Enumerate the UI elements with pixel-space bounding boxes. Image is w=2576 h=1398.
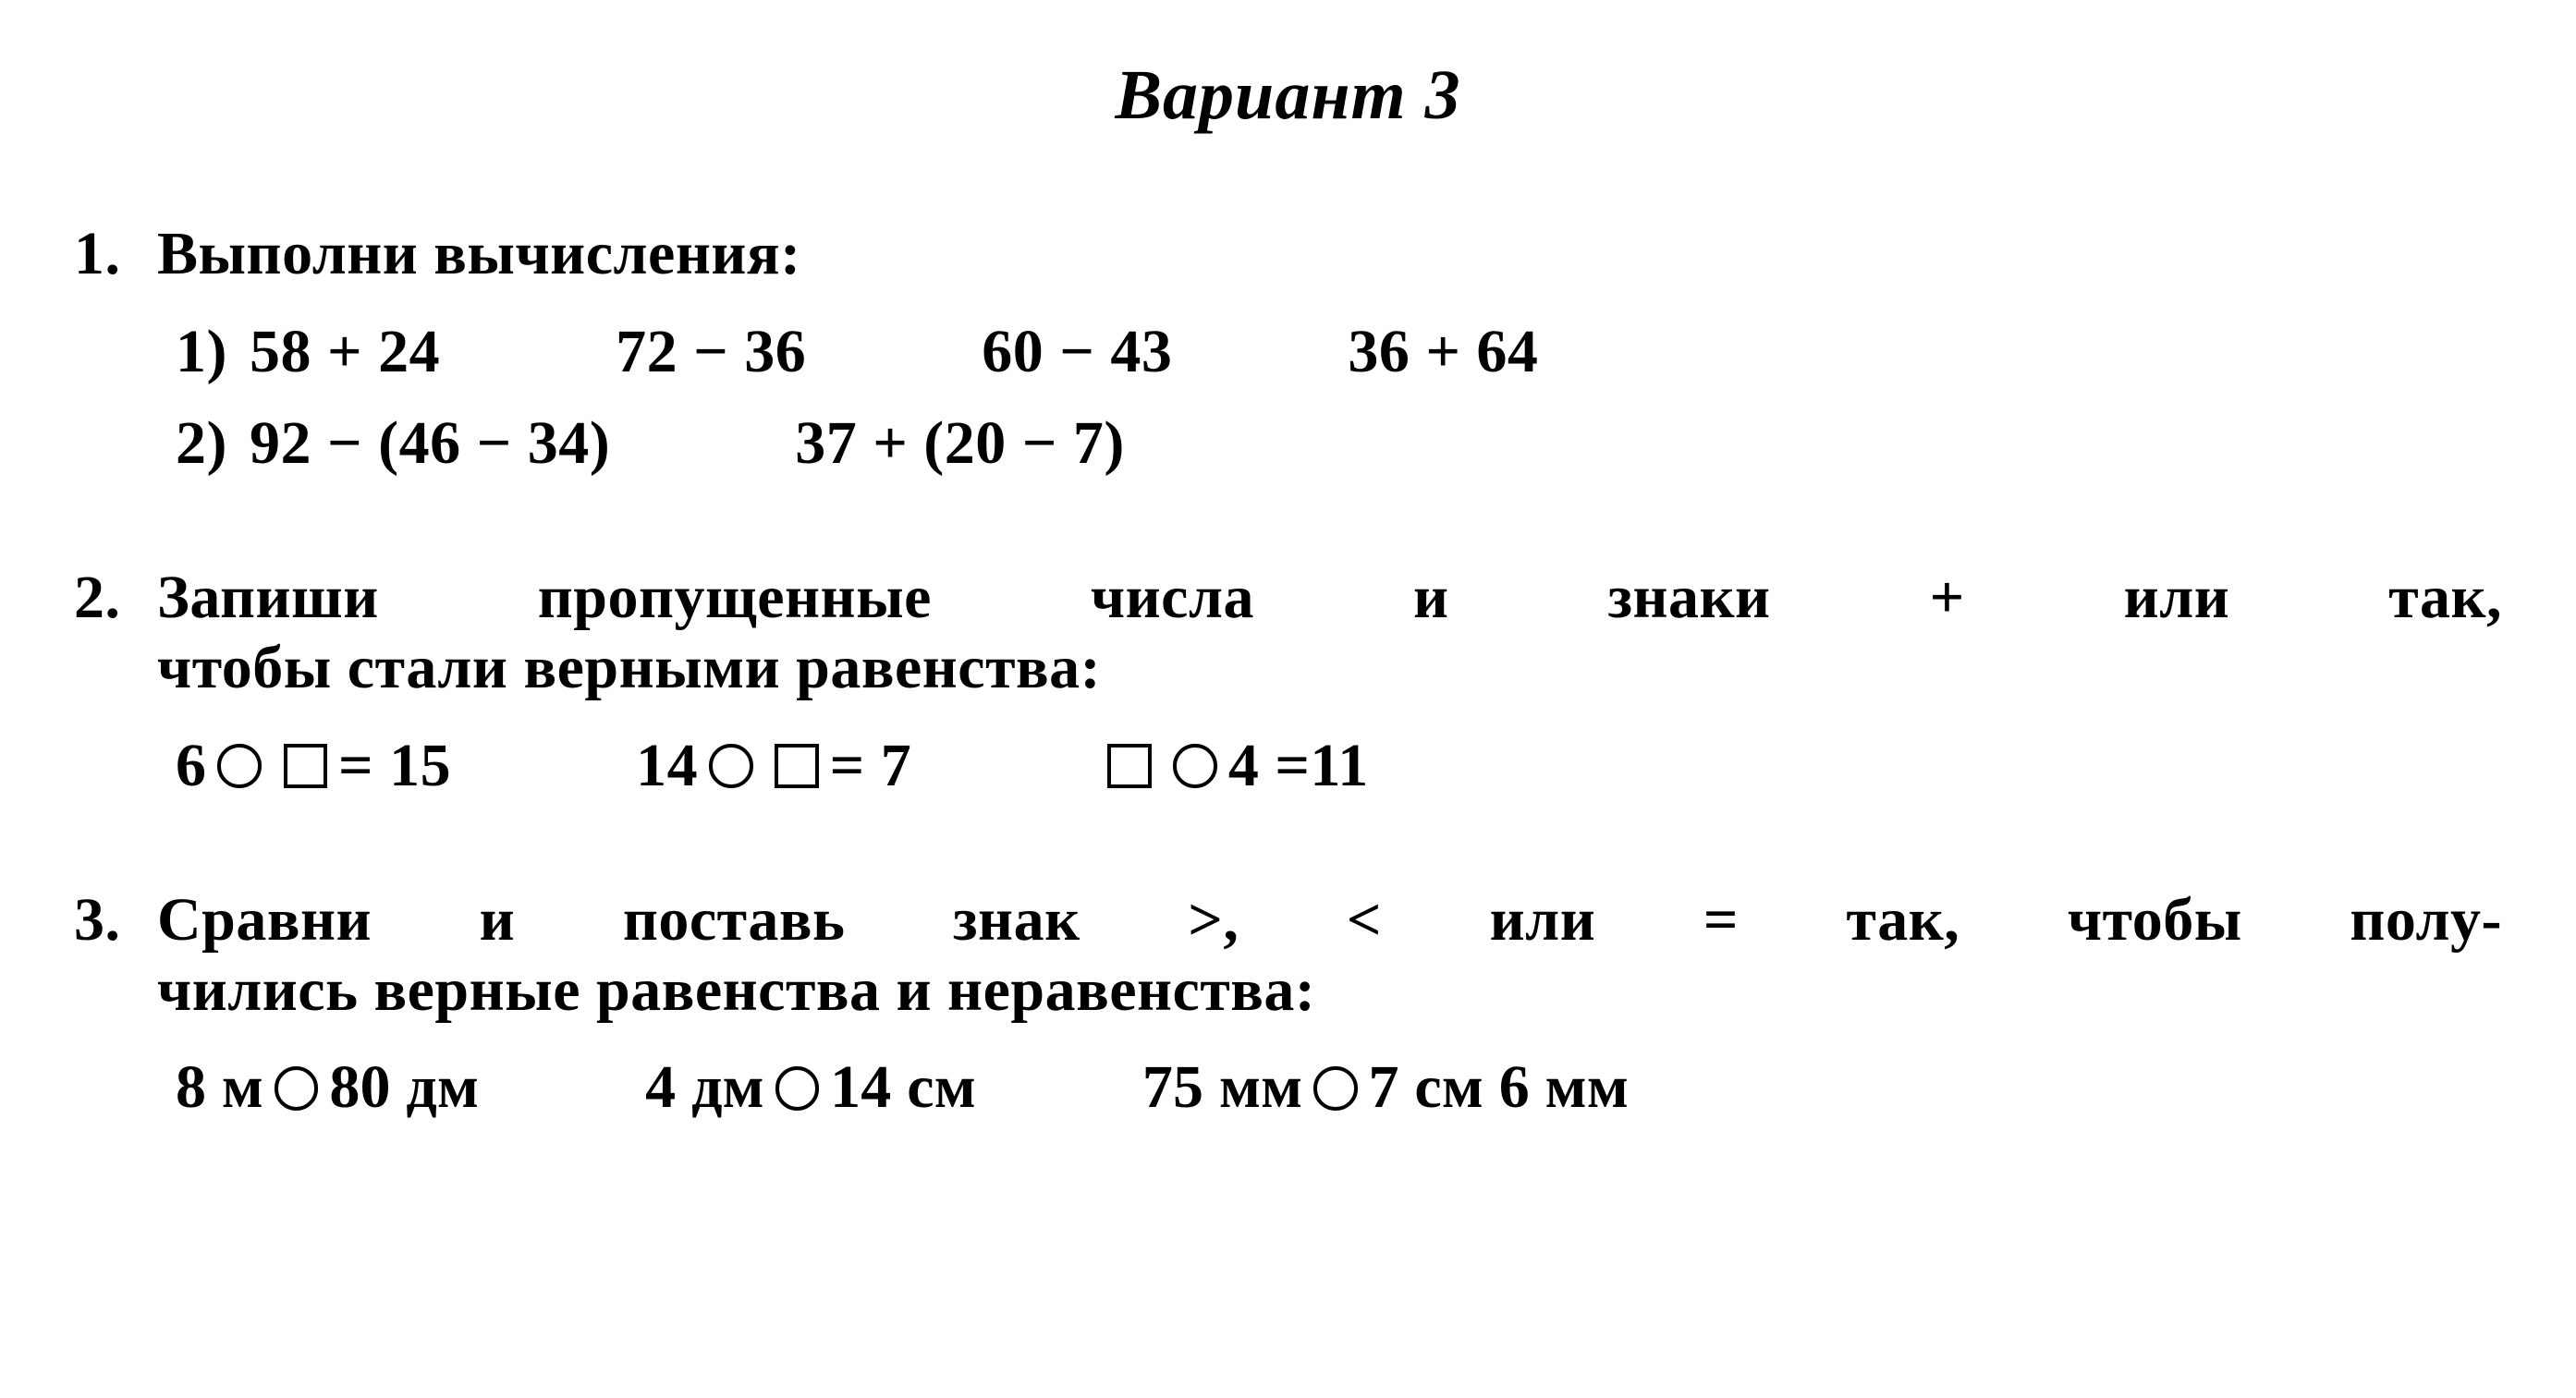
t1r2e1: 92 − (46 − 34) [250, 409, 610, 477]
t3e2: 4 дм 14 см [645, 1041, 976, 1133]
t3e1a: 8 м [176, 1053, 263, 1121]
t2e1: 6 = 15 [176, 720, 451, 811]
task-3-number: 3. [74, 885, 157, 955]
task-3-line1: Сравни и поставь знак >, < или = так, чт… [157, 885, 2502, 955]
t3e1b: 80 дм [329, 1053, 479, 1121]
t2e2b: = 7 [830, 732, 912, 799]
task-1-row-2: 2)92 − (46 − 34) 37 + (20 − 7) [176, 397, 2502, 489]
circle-icon [217, 744, 262, 788]
t1r2e2: 37 + (20 − 7) [795, 397, 1125, 489]
task-2-body: 6 = 15 14 = 7 4 =11 [74, 720, 2502, 811]
t3e1: 8 м 80 дм [176, 1041, 479, 1133]
square-icon [1107, 744, 1152, 788]
task-2-text: Запиши пропущенные числа и знаки + или т… [157, 563, 2502, 703]
t2e3: 4 =11 [1096, 720, 1369, 811]
task-1-sub2: 2)92 − (46 − 34) [176, 397, 610, 489]
task-2-row: 6 = 15 14 = 7 4 =11 [176, 720, 2502, 811]
task-2-line2: чтобы стали верными равенства: [157, 633, 2502, 703]
task-2-head: 2. Запиши пропущенные числа и знаки + ил… [74, 563, 2502, 703]
t1r1e3: 60 − 43 [982, 306, 1172, 397]
task-3-text: Сравни и поставь знак >, < или = так, чт… [157, 885, 2502, 1026]
task-2-number: 2. [74, 563, 157, 633]
t2e2a: 14 [636, 732, 698, 799]
task-3: 3. Сравни и поставь знак >, < или = так,… [74, 885, 2502, 1134]
subnum-1: 1) [176, 306, 250, 397]
task-1-text: Выполни вычисления: [157, 219, 2502, 289]
circle-icon [275, 1066, 319, 1111]
task-1-number: 1. [74, 219, 157, 289]
circle-icon [1313, 1066, 1358, 1111]
task-1-sub1: 1)58 + 24 [176, 306, 440, 397]
task-3-head: 3. Сравни и поставь знак >, < или = так,… [74, 885, 2502, 1026]
task-2: 2. Запиши пропущенные числа и знаки + ил… [74, 563, 2502, 811]
t3e2a: 4 дм [645, 1053, 764, 1121]
t3e3: 75 мм 7 см 6 мм [1142, 1041, 1629, 1133]
t3e2b: 14 см [830, 1053, 976, 1121]
circle-icon [1173, 744, 1217, 788]
task-3-line2: чились верные равенства и неравенства: [157, 955, 2502, 1026]
worksheet-page: Вариант 3 1. Выполни вычисления: 1)58 + … [0, 0, 2576, 1398]
subnum-2: 2) [176, 397, 250, 489]
task-3-body: 8 м 80 дм 4 дм 14 см 75 мм 7 см 6 мм [74, 1041, 2502, 1133]
circle-icon [775, 1066, 820, 1111]
task-1: 1. Выполни вычисления: 1)58 + 24 72 − 36… [74, 219, 2502, 489]
t1r1e4: 36 + 64 [1348, 306, 1538, 397]
t2e2: 14 = 7 [636, 720, 911, 811]
task-1-row-1: 1)58 + 24 72 − 36 60 − 43 36 + 64 [176, 306, 2502, 397]
task-1-body: 1)58 + 24 72 − 36 60 − 43 36 + 64 2)92 −… [74, 306, 2502, 489]
t3e3a: 75 мм [1142, 1053, 1302, 1121]
t2e1a: 6 [176, 732, 207, 799]
task-3-row: 8 м 80 дм 4 дм 14 см 75 мм 7 см 6 мм [176, 1041, 2502, 1133]
t1r1e1: 58 + 24 [250, 318, 440, 385]
square-icon [775, 744, 819, 788]
circle-icon [709, 744, 753, 788]
t3e3b: 7 см 6 мм [1369, 1053, 1629, 1121]
task-1-head: 1. Выполни вычисления: [74, 219, 2502, 289]
t2e1b: = 15 [338, 732, 451, 799]
t2e3b: 4 =11 [1228, 732, 1369, 799]
t1r1e2: 72 − 36 [616, 306, 806, 397]
task-2-line1: Запиши пропущенные числа и знаки + или т… [157, 563, 2502, 633]
page-title: Вариант 3 [74, 55, 2502, 136]
square-icon [284, 744, 328, 788]
